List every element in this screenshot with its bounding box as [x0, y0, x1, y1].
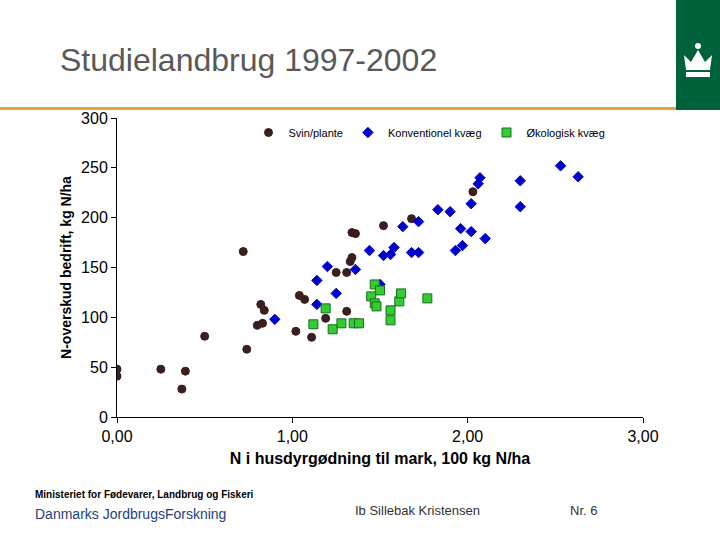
svg-text:250: 250 — [81, 159, 108, 176]
svg-text:Svin/plante: Svin/plante — [289, 127, 343, 139]
svg-text:150: 150 — [81, 259, 108, 276]
svg-text:200: 200 — [81, 209, 108, 226]
svg-text:N-overskud bedrift, kg N/ha: N-overskud bedrift, kg N/ha — [58, 176, 74, 359]
html-text:Studielandbrug 1997-2002: Studielandbrug 1997-2002 — [60, 42, 438, 78]
html-text:Danmarks JordbrugsForskning: Danmarks JordbrugsForskning — [35, 506, 227, 522]
svg-text:Økologisk kvæg: Økologisk kvæg — [527, 127, 605, 139]
svg-text:0,00: 0,00 — [101, 428, 132, 445]
svg-text:50: 50 — [90, 359, 108, 376]
svg-text:1,00: 1,00 — [277, 428, 308, 445]
svg-text:Konventionel kvæg: Konventionel kvæg — [388, 127, 482, 139]
svg-text:3,00: 3,00 — [627, 428, 658, 445]
svg-text:300: 300 — [81, 110, 108, 127]
html-text:Ib Sillebak Kristensen: Ib Sillebak Kristensen — [355, 503, 480, 518]
svg-text:100: 100 — [81, 309, 108, 326]
svg-text:0: 0 — [99, 409, 108, 426]
html-text:Ministeriet for Fødevarer, Lan: Ministeriet for Fødevarer, Landbrug og F… — [35, 489, 254, 500]
html-text:Nr. 6: Nr. 6 — [570, 503, 598, 518]
svg-text:N i husdyrgødning til mark, 10: N i husdyrgødning til mark, 100 kg N/ha — [230, 450, 531, 467]
svg-text:2,00: 2,00 — [452, 428, 483, 445]
